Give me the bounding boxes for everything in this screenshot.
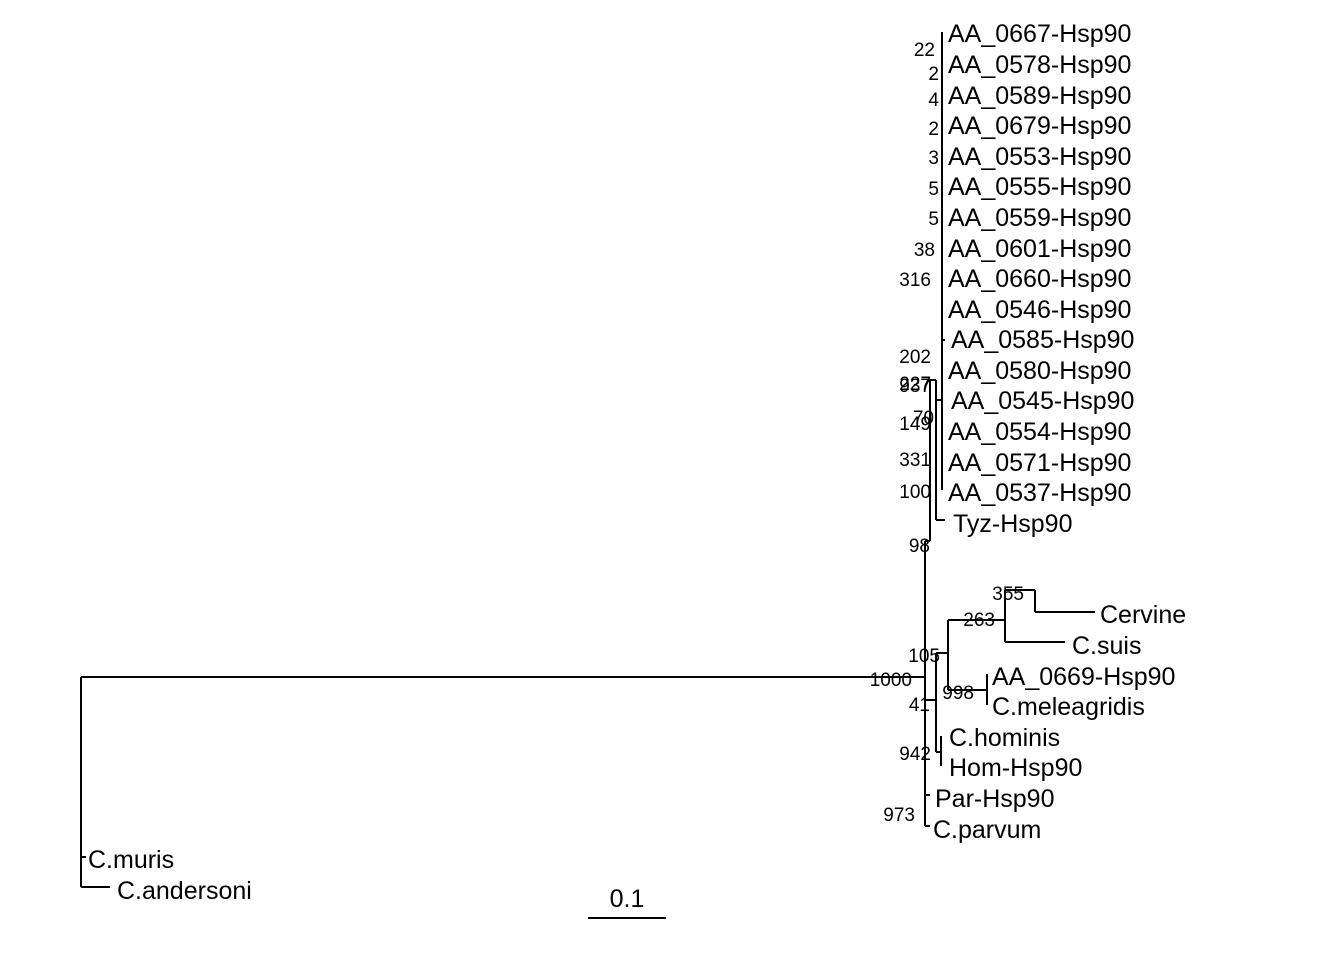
bootstrap-value: 998 (942, 683, 974, 704)
bootstrap-value: 2 (928, 64, 939, 85)
scale-bar: 0.1 (588, 885, 666, 919)
bootstrap-value: 355 (992, 584, 1024, 605)
leaf-label: AA_0546-Hsp90 (948, 296, 1131, 324)
bootstrap-value: 937 (899, 376, 931, 397)
leaf-label: AA_0545-Hsp90 (951, 387, 1134, 415)
tree-branches (80, 32, 1095, 888)
bootstrap-value: 70 (913, 408, 934, 429)
bootstrap-value: 3 (928, 148, 939, 169)
leaf-label: AA_0553-Hsp90 (948, 143, 1131, 171)
scale-bar-label: 0.1 (610, 885, 645, 913)
leaf-label: Hom-Hsp90 (949, 754, 1082, 782)
bootstrap-value: 202 (899, 347, 931, 368)
bootstrap-value: 331 (899, 450, 931, 471)
leaf-label: Par-Hsp90 (935, 785, 1055, 813)
leaf-label: AA_0679-Hsp90 (948, 112, 1131, 140)
bootstrap-value: 38 (914, 240, 935, 261)
bootstrap-value: 100 (899, 482, 931, 503)
bootstrap-value: 22 (914, 40, 935, 61)
bootstrap-value: 149 (899, 414, 931, 435)
leaf-label: AA_0667-Hsp90 (948, 20, 1131, 48)
bootstrap-value: 263 (963, 610, 995, 631)
bootstrap-value: 2 (928, 119, 939, 140)
leaf-label: AA_0585-Hsp90 (951, 326, 1134, 354)
leaf-label: C.meleagridis (992, 693, 1145, 721)
leaf-label: C.andersoni (117, 877, 252, 905)
leaf-label: AA_0601-Hsp90 (948, 235, 1131, 263)
bootstrap-value: 316 (899, 270, 931, 291)
bootstrap-value: 5 (928, 179, 939, 200)
bootstrap-value: 105 (908, 646, 940, 667)
leaf-label: AA_0669-Hsp90 (992, 663, 1175, 691)
leaf-label: C.muris (88, 846, 174, 874)
leaf-label: C.hominis (949, 724, 1060, 752)
bootstrap-labels: 2224235538316202227937701493311009835526… (870, 40, 1024, 826)
leaf-label: AA_0559-Hsp90 (948, 204, 1131, 232)
leaf-label: Cervine (1100, 601, 1186, 629)
bootstrap-value: 4 (928, 90, 939, 111)
bootstrap-value: 227 (899, 374, 931, 395)
bootstrap-value: 973 (883, 805, 915, 826)
leaf-label: AA_0660-Hsp90 (948, 265, 1131, 293)
leaf-label: AA_0537-Hsp90 (948, 479, 1131, 507)
bootstrap-value: 41 (909, 695, 930, 716)
leaf-label: AA_0555-Hsp90 (948, 173, 1131, 201)
leaf-label: Tyz-Hsp90 (953, 510, 1072, 538)
leaf-label: AA_0578-Hsp90 (948, 51, 1131, 79)
bootstrap-value: 5 (928, 209, 939, 230)
leaf-labels: AA_0667-Hsp90AA_0578-Hsp90AA_0589-Hsp90A… (88, 20, 1186, 905)
leaf-label: C.parvum (933, 816, 1041, 844)
bootstrap-value: 1000 (870, 670, 912, 691)
leaf-label: AA_0571-Hsp90 (948, 449, 1131, 477)
leaf-label: AA_0589-Hsp90 (948, 82, 1131, 110)
bootstrap-value: 942 (899, 744, 931, 765)
leaf-label: AA_0580-Hsp90 (948, 357, 1131, 385)
leaf-label: C.suis (1072, 632, 1141, 660)
leaf-label: AA_0554-Hsp90 (948, 418, 1131, 446)
bootstrap-value: 98 (909, 536, 930, 557)
